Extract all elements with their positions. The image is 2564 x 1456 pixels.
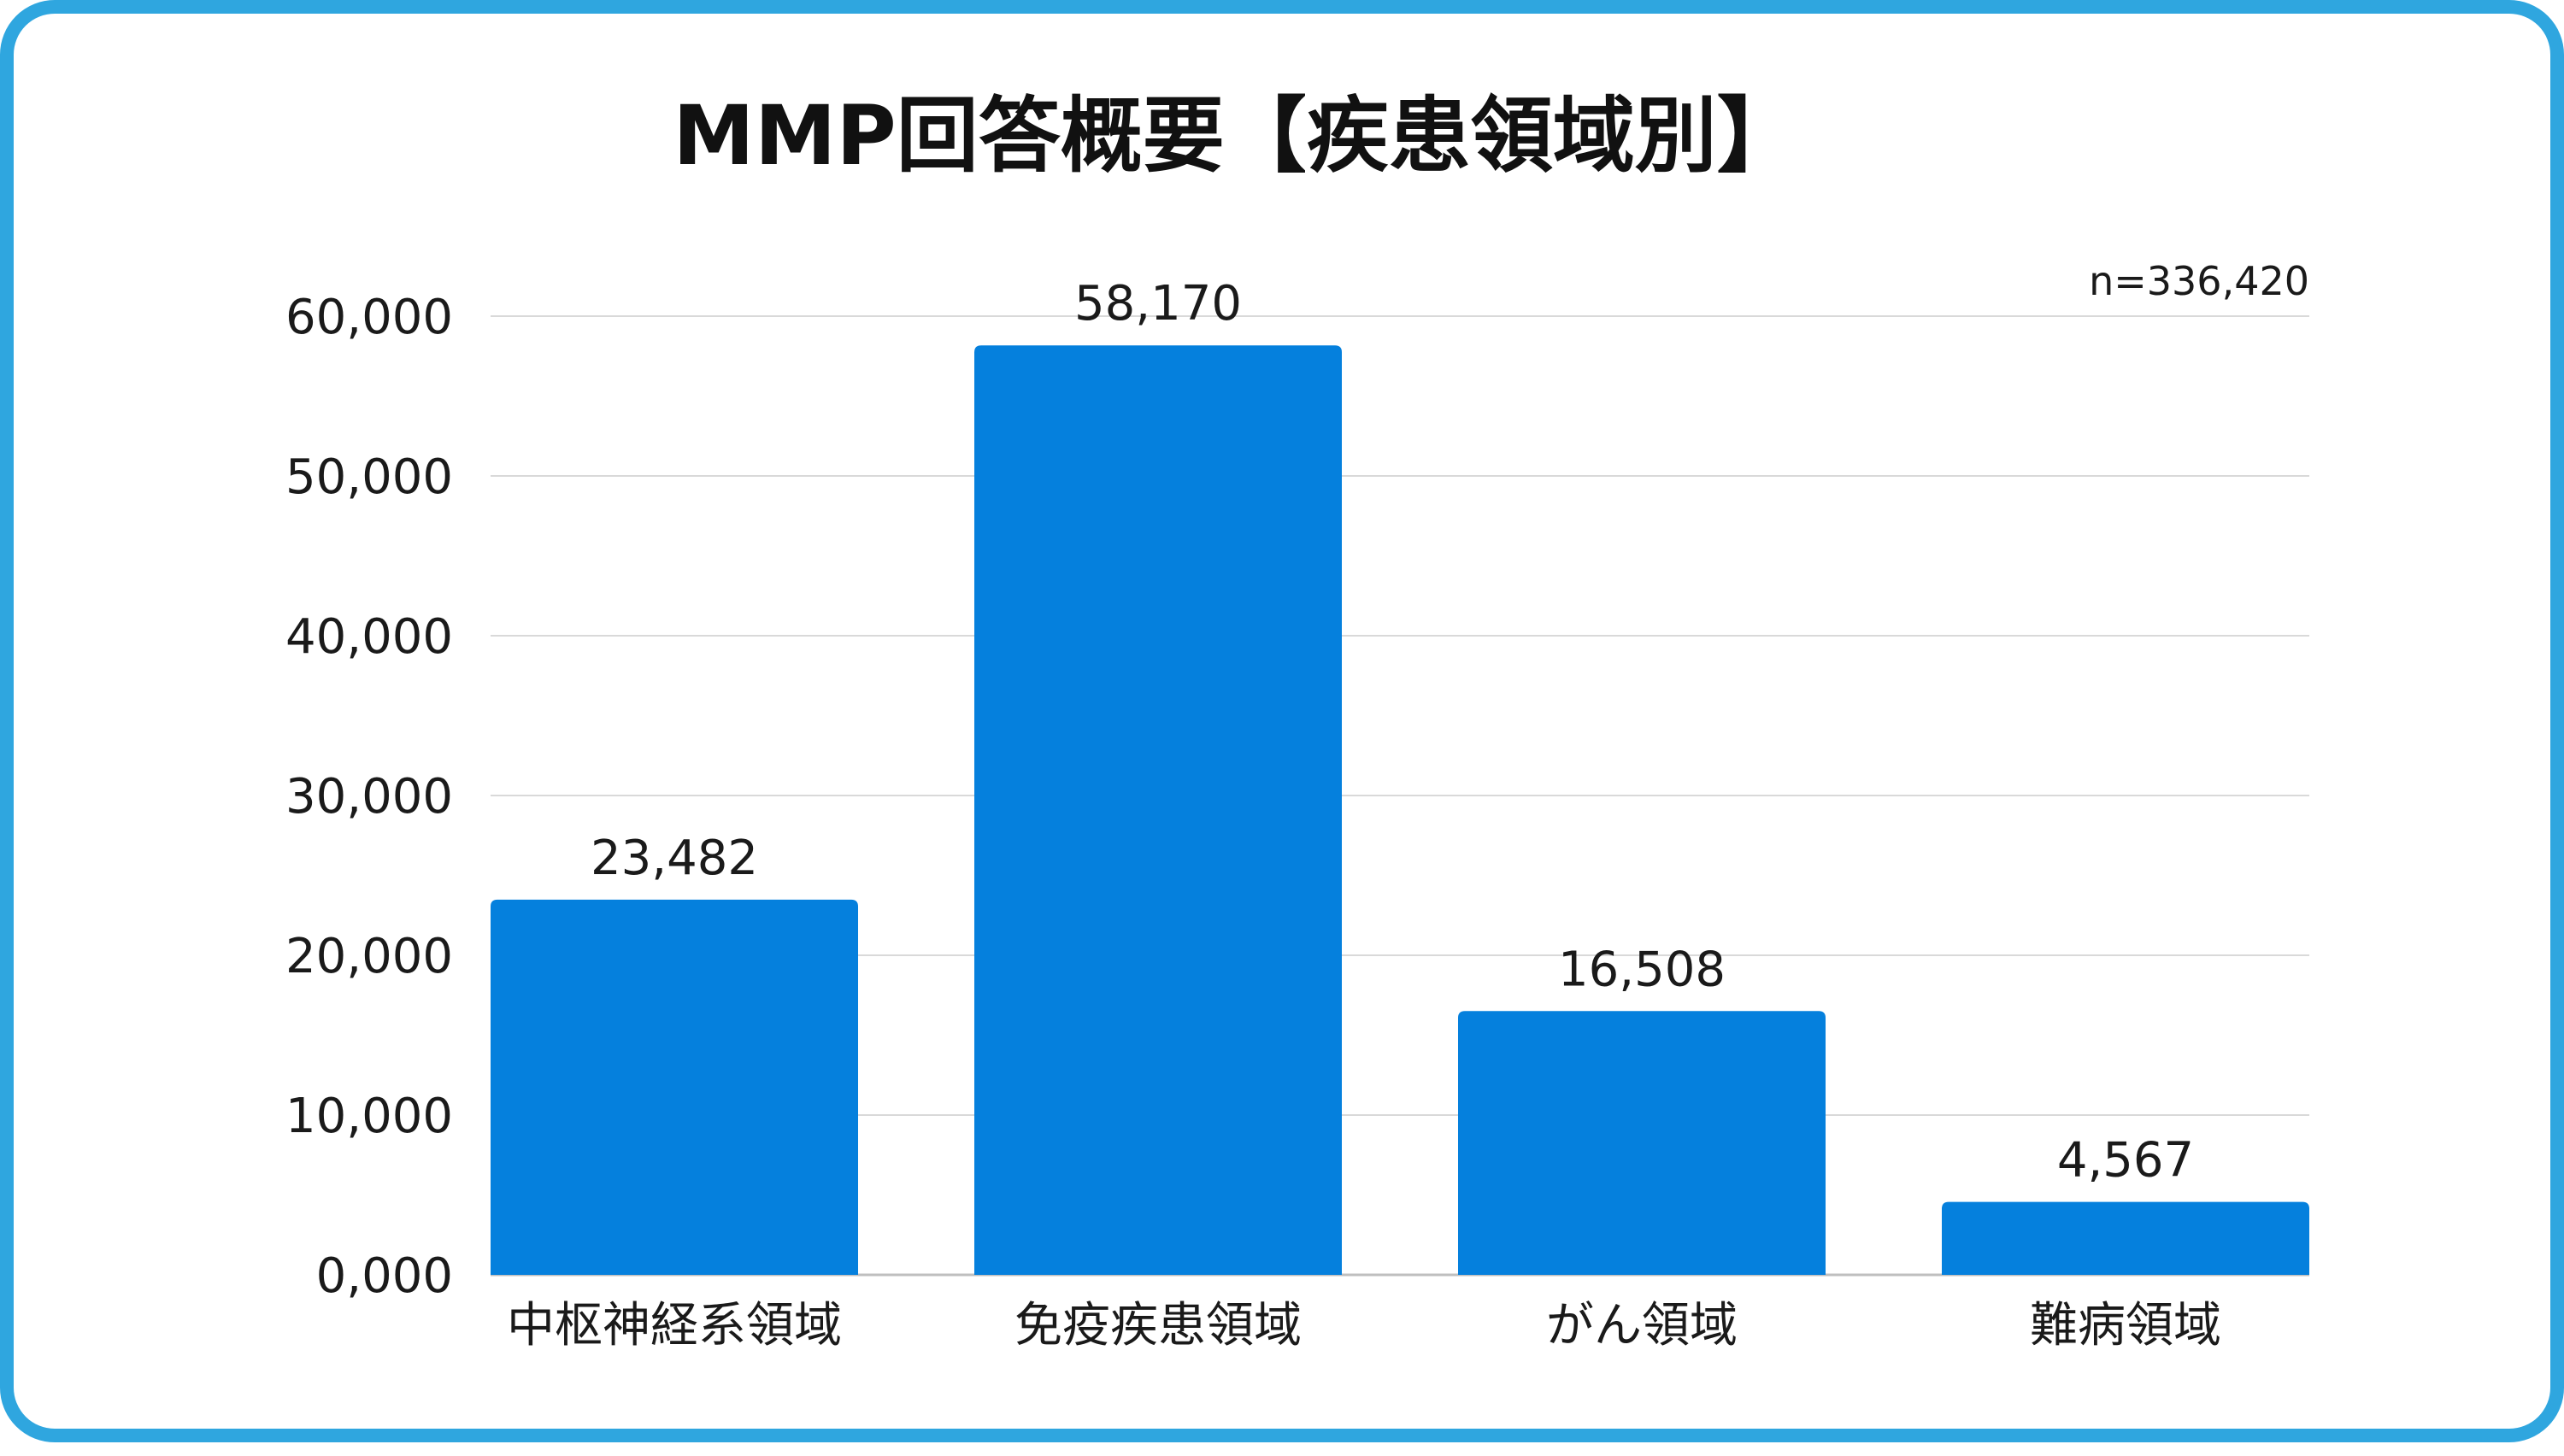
value-labels: 23,482 58,170 16,508 4,567 [591,276,2194,1188]
bar-value-label: 16,508 [1558,942,1726,997]
y-tick-label: 20,000 [285,929,453,984]
bar-value-label: 58,170 [1074,276,1242,332]
bar-value-label: 23,482 [591,831,758,886]
bars [491,345,2309,1276]
bar [1458,1011,1826,1275]
y-tick-label: 10,000 [285,1089,453,1144]
y-tick-label: 60,000 [285,290,453,345]
sample-size-note: n=336,420 [2089,258,2309,304]
bar [491,899,858,1275]
category-label: 中枢神経系領域 [507,1298,842,1353]
chart: MMP回答概要【疾患領域別】 n=336,420 0,000 10,000 20,0… [285,88,2309,1353]
bar-value-label: 4,567 [2057,1133,2194,1189]
y-tick-label: 0,000 [316,1248,453,1304]
y-tick-label: 30,000 [285,769,453,825]
category-label: 免疫疾患領域 [1014,1298,1302,1353]
bar [974,345,1342,1276]
chart-title: MMP回答概要【疾患領域別】 [673,88,1798,184]
y-tick-label: 50,000 [285,449,453,505]
y-tick-label: 40,000 [285,609,453,665]
bar [1942,1201,2309,1275]
category-label: がん領域 [1546,1298,1738,1353]
y-axis-ticks: 0,000 10,000 20,000 30,000 40,000 50,000 60,00… [285,290,453,1304]
category-label: 難病領域 [2030,1298,2221,1353]
x-axis-labels: 中枢神経系領域 免疫疾患領域 がん領域 難病領域 [507,1298,2221,1353]
